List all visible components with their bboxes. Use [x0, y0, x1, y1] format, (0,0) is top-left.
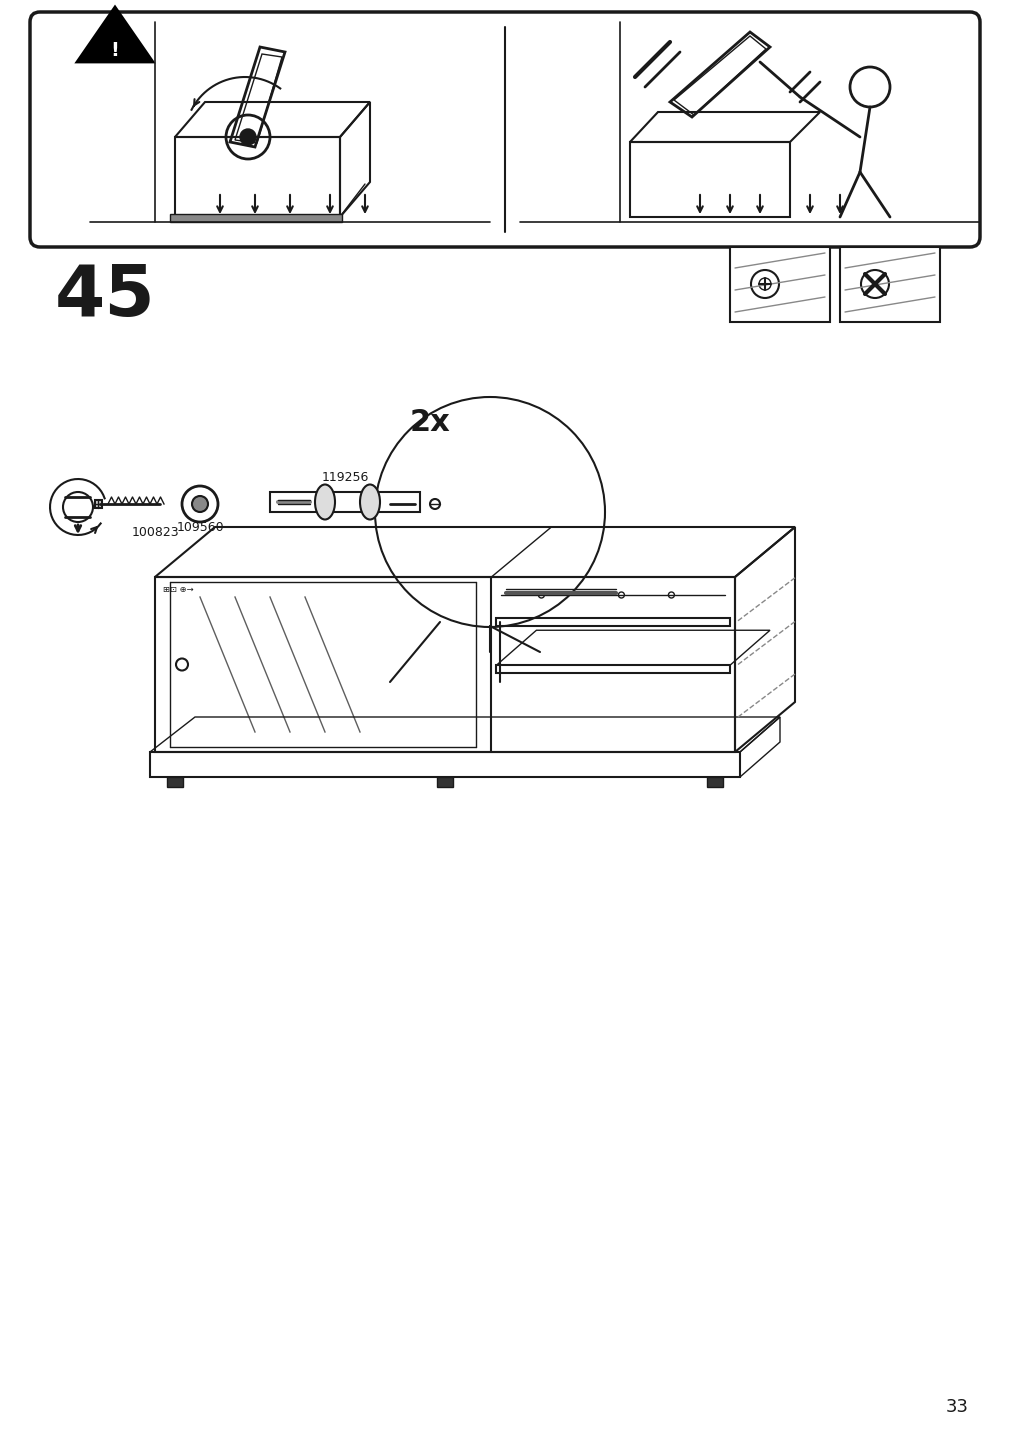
Text: ⊞⊡ ⊕→: ⊞⊡ ⊕→: [163, 586, 193, 594]
Text: 109560: 109560: [176, 520, 223, 534]
Text: 45: 45: [55, 262, 156, 331]
Text: 2x: 2x: [409, 408, 450, 437]
Circle shape: [182, 485, 217, 523]
Text: 100823: 100823: [131, 526, 179, 538]
Circle shape: [192, 495, 208, 513]
Polygon shape: [77, 7, 153, 62]
Text: 119256: 119256: [321, 471, 368, 484]
Text: 33: 33: [944, 1398, 968, 1416]
FancyBboxPatch shape: [839, 246, 939, 322]
FancyBboxPatch shape: [729, 246, 829, 322]
Ellipse shape: [360, 484, 379, 520]
Polygon shape: [167, 778, 183, 788]
Circle shape: [240, 129, 256, 145]
Text: !: !: [110, 40, 119, 60]
Polygon shape: [707, 778, 722, 788]
Ellipse shape: [314, 484, 335, 520]
FancyBboxPatch shape: [30, 11, 979, 246]
Polygon shape: [437, 778, 453, 788]
Polygon shape: [95, 500, 102, 508]
Polygon shape: [170, 213, 342, 222]
